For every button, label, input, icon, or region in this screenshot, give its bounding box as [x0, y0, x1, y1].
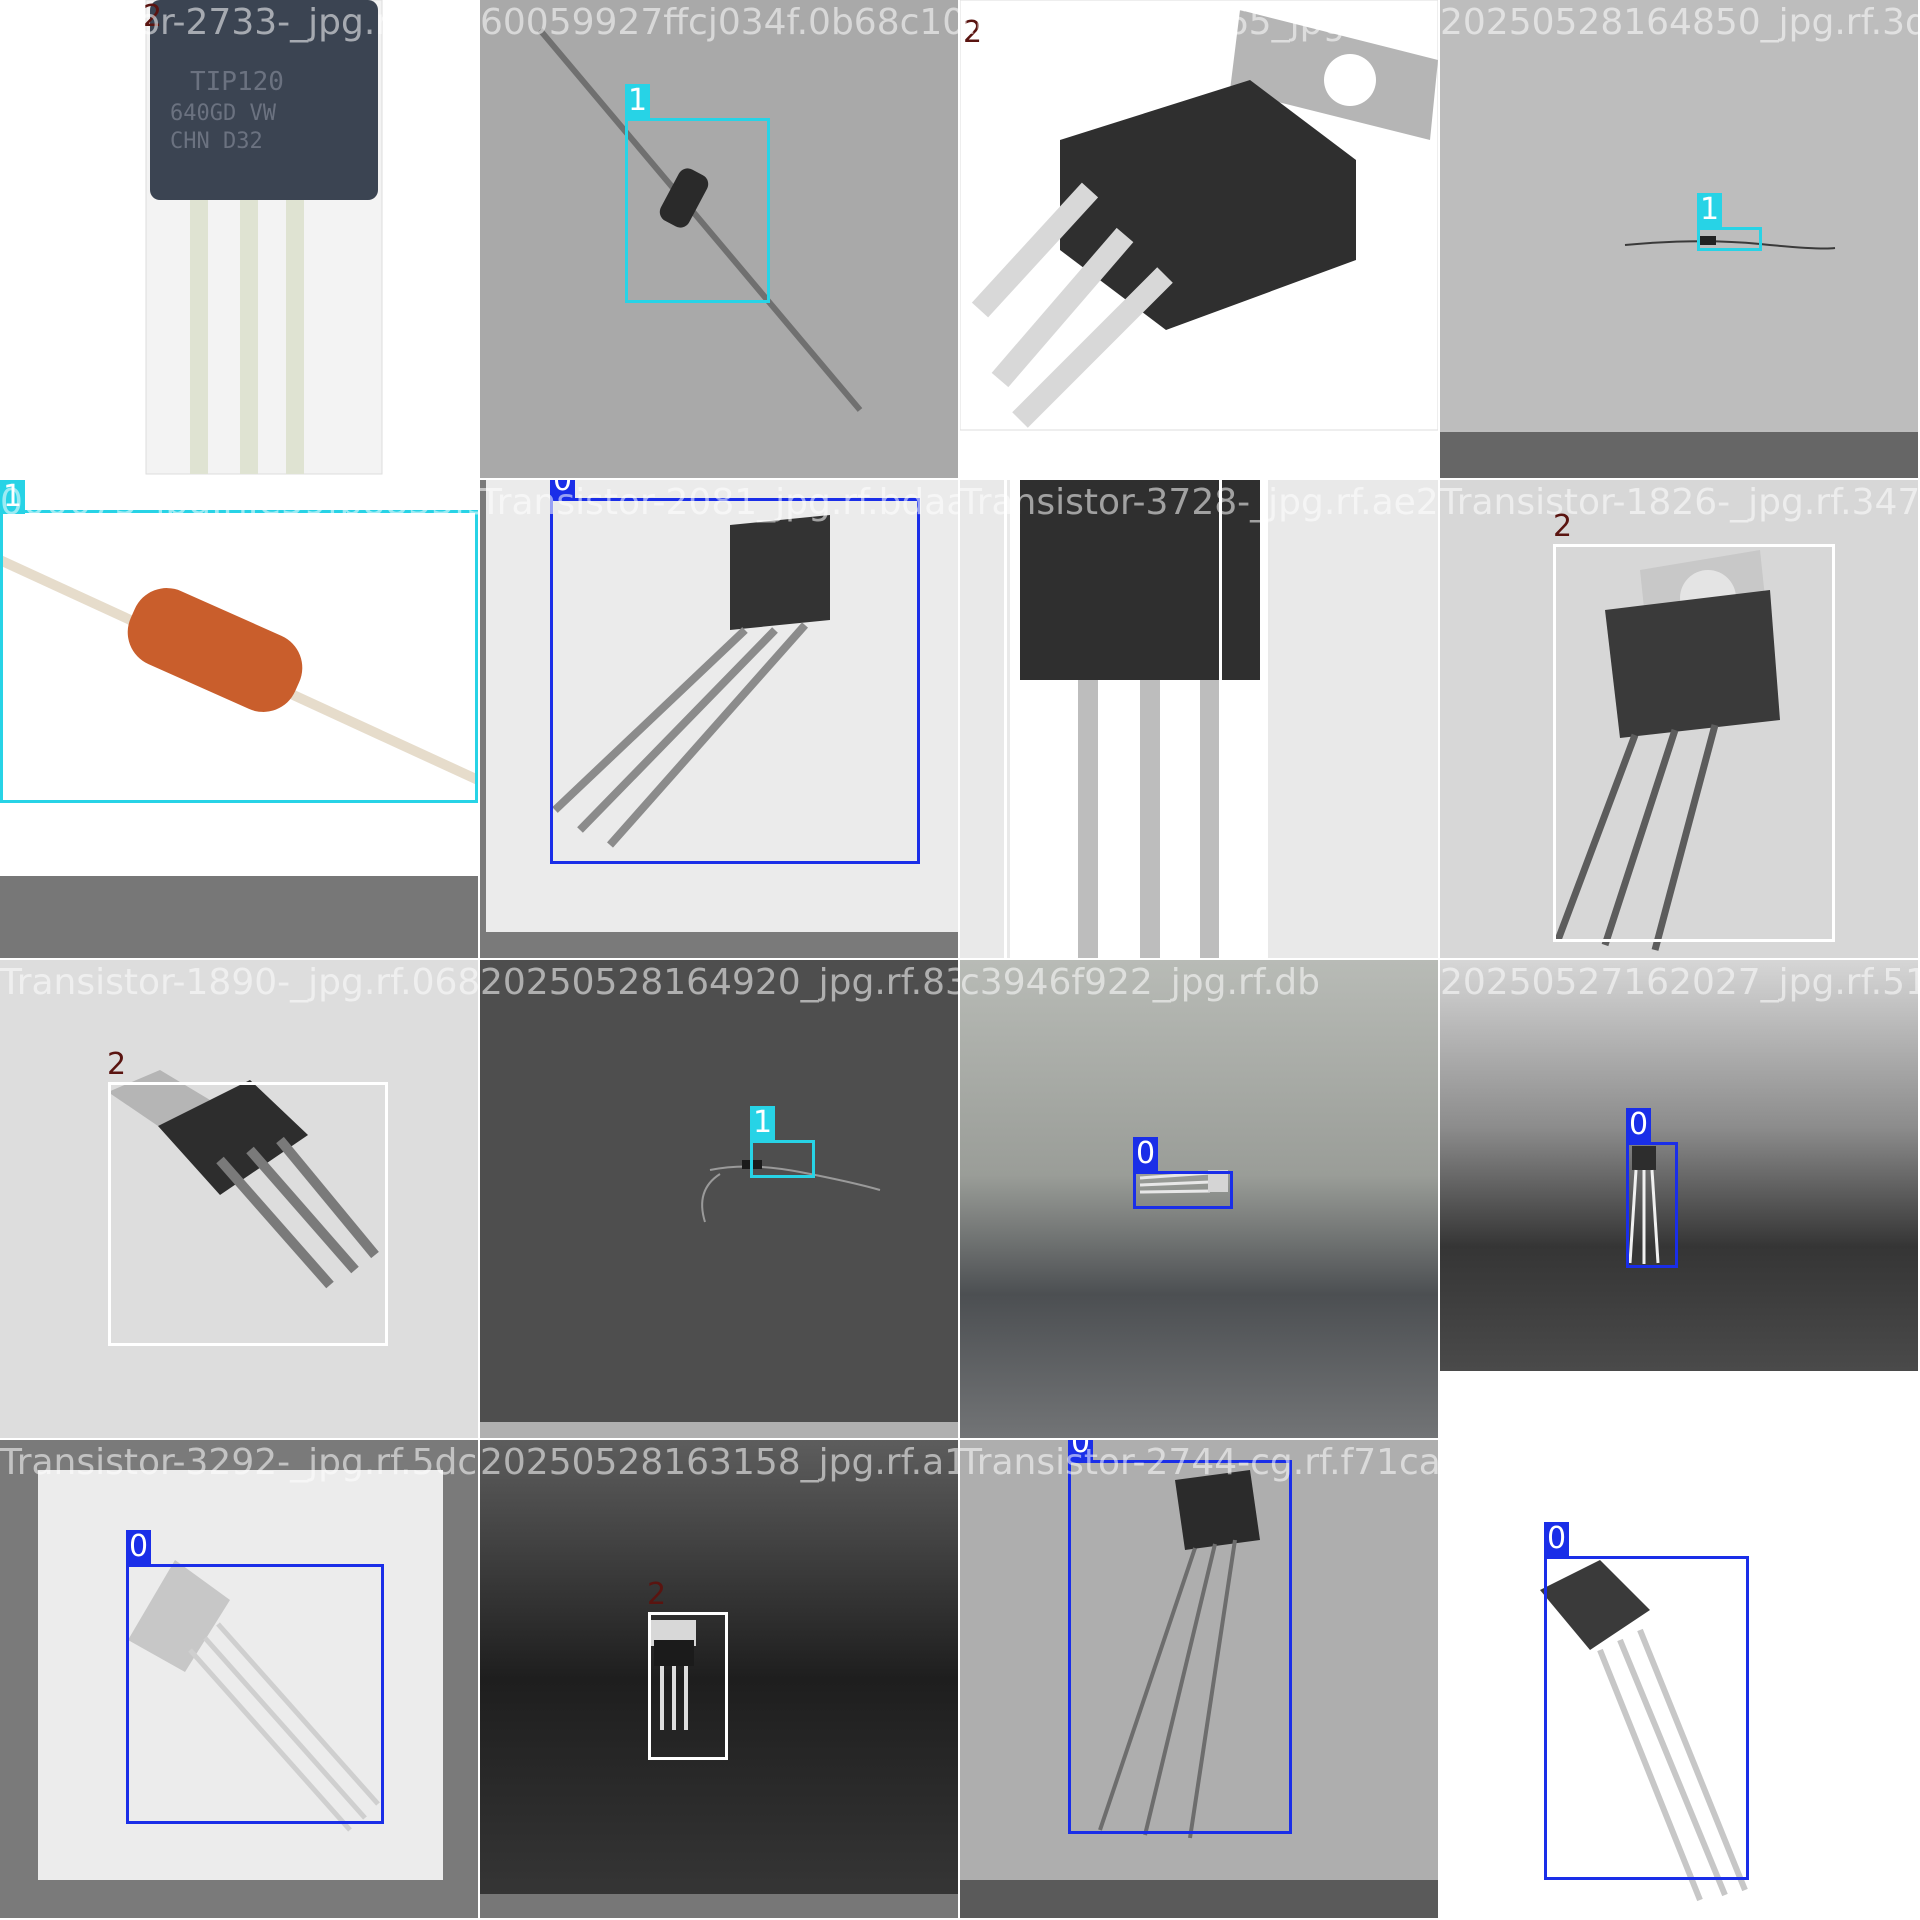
- tile-5: 1 000075_jpg.rf.e59fb8833f3c7: [0, 480, 478, 958]
- tile-6-photo: [480, 480, 958, 958]
- detection-label: 1: [0, 480, 26, 514]
- tile-14: 2 20250528163158_jpg.rf.a1: [480, 1440, 958, 1918]
- tile-4-photo: [1440, 0, 1918, 478]
- tile-filename: Transistor-2744-cg.rf.f71ca: [960, 1442, 1438, 1483]
- tile-4: 1 20250528164850_jpg.rf.3d: [1440, 0, 1918, 478]
- detection-label: 2: [143, 0, 163, 34]
- detection-box: [750, 1140, 815, 1178]
- tile-2: 1 60059927ffcj034f.0b68c10cfbc6: [480, 0, 958, 478]
- detection-label: 2: [1553, 509, 1573, 544]
- tile-filename: c3946f922_jpg.rf.db: [960, 962, 1320, 1003]
- tile-5-photo: [0, 480, 478, 958]
- detection-box: [1544, 1556, 1749, 1880]
- tile-filename: ttransistor-34665_jpg.rf.2ad0: [960, 2, 1438, 43]
- detection-label: 0: [1133, 1137, 1159, 1171]
- detection-box: [126, 1564, 384, 1824]
- tile-filename: Transistor-1890-_jpg.rf.0687: [0, 962, 478, 1003]
- tile-filename: 20250528163158_jpg.rf.a1: [480, 1442, 958, 1483]
- svg-text:TIP120: TIP120: [190, 67, 284, 97]
- tile-filename: 000075_jpg.rf.e59fb8833f3c7: [0, 482, 478, 523]
- tile-filename: 60059927ffcj034f.0b68c10cfbc6: [480, 2, 958, 43]
- svg-text:640GD VW: 640GD VW: [170, 101, 277, 126]
- detection-label: 2: [647, 1577, 667, 1612]
- detection-box: [108, 1082, 388, 1346]
- detection-label: 2: [963, 15, 983, 50]
- detection-box: [1626, 1142, 1678, 1268]
- detection-box: [625, 118, 770, 303]
- tile-3-photo: [960, 0, 1438, 478]
- tile-8-photo: [1440, 480, 1918, 958]
- tile-filename: Transistor-2733-_jpg.rf.cef9: [0, 2, 478, 43]
- tile-filename: 20250527162027_jpg.rf.51: [1440, 962, 1918, 1003]
- tile-filename: Transistor-2081_jpg.rf.bdaa: [480, 482, 958, 523]
- tile-filename: Transistor-3292-_jpg.rf.5dc0: [0, 1442, 478, 1483]
- tile-7-photo: [960, 480, 1438, 958]
- tile-filename: 20250528164850_jpg.rf.3d: [1440, 2, 1918, 43]
- detection-box: [1068, 1460, 1292, 1834]
- tile-2-photo: [480, 0, 958, 478]
- tile-14-photo: [480, 1440, 958, 1918]
- detection-box: [648, 1612, 728, 1760]
- tile-13-photo: [0, 1440, 478, 1918]
- tile-9: 2 Transistor-1890-_jpg.rf.0687: [0, 960, 478, 1438]
- tile-15-photo: [960, 1440, 1438, 1918]
- detection-label: 0: [1544, 1522, 1570, 1556]
- tile-10-photo: [480, 960, 958, 1438]
- tile-1-photo: TIP120 640GD VW CHN D32: [0, 0, 478, 478]
- tile-7: 2 Transistor-3728-_jpg.rf.ae2c: [960, 480, 1438, 958]
- detection-label: 0: [1068, 1440, 1094, 1460]
- detection-box: [1553, 544, 1835, 942]
- tile-16: 0 l25-bel-gl1.rf.9dcf66b8dd6: [1440, 1440, 1918, 1918]
- tile-11-photo: [960, 960, 1438, 1438]
- detection-label: 2: [998, 480, 1023, 484]
- tile-3: 2 ttransistor-34665_jpg.rf.2ad0: [960, 0, 1438, 478]
- tile-filename: 20250528164920_jpg.rf.83: [480, 962, 958, 1003]
- tile-8: 2 Transistor-1826-_jpg.rf.347a: [1440, 480, 1918, 958]
- tile-11: 0 c3946f922_jpg.rf.db: [960, 960, 1438, 1438]
- tile-filename: Transistor-3728-_jpg.rf.ae2c: [960, 482, 1438, 523]
- tile-filename: l25-bel-gl1.rf.9dcf66b8dd6: [1440, 1442, 1918, 1483]
- detection-label: 1: [750, 1106, 776, 1140]
- tile-1: TIP120 640GD VW CHN D32 2 Transistor-273…: [0, 0, 478, 478]
- detection-label: 0: [1626, 1108, 1652, 1142]
- tile-filename: Transistor-1826-_jpg.rf.347a: [1440, 482, 1918, 523]
- detection-label: 2: [107, 1047, 127, 1082]
- detection-box: [1697, 227, 1762, 251]
- detection-label: 0: [550, 480, 576, 498]
- tile-9-photo: [0, 960, 478, 1438]
- detection-box: [1004, 480, 1222, 958]
- detection-box: [550, 498, 920, 864]
- tile-12-photo: [1440, 960, 1918, 1438]
- tile-6: 0 Transistor-2081_jpg.rf.bdaa: [480, 480, 958, 958]
- detection-label: 1: [625, 84, 651, 118]
- tile-13: 0 Transistor-3292-_jpg.rf.5dc0: [0, 1440, 478, 1918]
- tile-15: 0 Transistor-2744-cg.rf.f71ca: [960, 1440, 1438, 1918]
- tile-16-photo: [1440, 1440, 1918, 1918]
- detection-box: [0, 510, 478, 803]
- tile-12: 0 20250527162027_jpg.rf.51: [1440, 960, 1918, 1438]
- detection-label: 0: [126, 1530, 152, 1564]
- tile-10: 1 20250528164920_jpg.rf.83: [480, 960, 958, 1438]
- svg-text:CHN D32: CHN D32: [170, 129, 263, 154]
- detection-label: 1: [1697, 193, 1723, 227]
- detection-box: [1133, 1171, 1233, 1209]
